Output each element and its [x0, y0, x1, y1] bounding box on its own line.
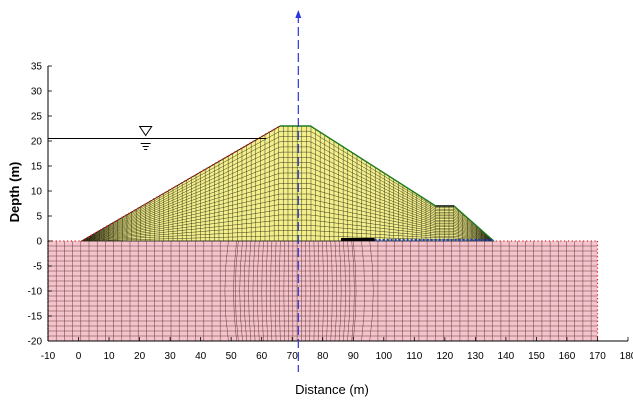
dam-mesh — [80, 125, 495, 242]
x-axis-title: Distance (m) — [295, 382, 369, 397]
dam-mesh-layer — [81, 183, 493, 242]
dam-mesh-layer — [81, 136, 493, 242]
x-tick-label: 110 — [406, 351, 422, 362]
dam-mesh-layer — [81, 214, 493, 242]
x-tick-label: 40 — [195, 351, 207, 362]
x-tick-label: 100 — [375, 351, 392, 362]
dam-mesh-layer — [81, 188, 493, 242]
x-tick-label: 120 — [436, 351, 453, 362]
foundation-mesh-col — [338, 240, 342, 342]
dam-mesh-layer — [81, 225, 493, 242]
dam-mesh-layer — [81, 151, 493, 242]
foundation-mesh-col — [309, 240, 311, 342]
dam-mesh-layer — [81, 157, 493, 242]
x-tick-label: 20 — [134, 351, 146, 362]
dam-mesh-layer — [81, 219, 493, 242]
dam-mesh-layer — [81, 167, 493, 242]
foundation-mesh-col — [353, 240, 357, 342]
x-tick-label: 150 — [528, 351, 545, 362]
foundation-mesh-col — [279, 240, 281, 342]
dam-mesh-layer — [81, 141, 493, 242]
toe-drain — [341, 238, 375, 241]
dam-mesh-layer — [81, 146, 493, 242]
foundation-mesh-col — [347, 240, 351, 342]
foundation-mesh-col — [248, 240, 252, 342]
x-tick-label: 170 — [589, 351, 606, 362]
x-tick-label: 90 — [348, 351, 360, 362]
dam-mesh-layer — [81, 130, 493, 242]
y-tick-label: -20 — [28, 337, 43, 348]
foundation-mesh-col — [257, 240, 260, 342]
y-tick-label: 35 — [31, 62, 43, 73]
foundation-mesh-col — [239, 240, 243, 342]
y-tick-label: -5 — [33, 262, 42, 273]
water-level-marker-icon — [138, 126, 153, 137]
dam-mesh-layer — [81, 209, 493, 242]
foundation-mesh-col — [361, 240, 365, 342]
foundation-mesh-col — [235, 240, 239, 342]
x-tick-label: 80 — [317, 351, 329, 362]
x-tick-label: 70 — [287, 351, 299, 362]
foundation-mesh-col — [270, 240, 273, 342]
foundation-mesh-col — [317, 240, 320, 342]
reservoir-water-level — [48, 126, 267, 150]
foundation-mesh-col — [330, 240, 333, 342]
dam-mesh-layer — [81, 204, 493, 242]
foundation-mesh-col — [261, 240, 264, 342]
y-tick-label: 15 — [31, 162, 43, 173]
x-tick-label: 180 — [620, 351, 633, 362]
dam-mesh-layer — [81, 162, 493, 242]
upstream-slope-boundary — [81, 125, 281, 242]
foundation-mesh-col — [343, 240, 346, 342]
y-tick-label: 30 — [31, 87, 43, 98]
foundation-mesh-col — [313, 240, 315, 342]
foundation-mesh-col — [233, 240, 237, 342]
y-tick-label: -15 — [28, 312, 43, 323]
x-tick-label: 10 — [103, 351, 115, 362]
foundation-mesh-col — [334, 240, 337, 342]
foundation-mesh-col — [252, 240, 256, 342]
foundation-mesh-col — [274, 240, 277, 342]
foundation-mesh-col — [243, 240, 247, 342]
foundation-mesh-col — [224, 240, 229, 342]
x-tick-label: 30 — [165, 351, 177, 362]
centerline-arrow-icon — [295, 10, 302, 18]
foundation-grid — [48, 240, 598, 342]
y-tick-label: 20 — [31, 137, 43, 148]
foundation-mesh-col — [265, 240, 268, 342]
foundation-mesh-col — [283, 240, 285, 342]
dam-mesh-layer — [81, 178, 493, 242]
y-axis-ticks: -20 -15 -10 -5 0 5 10 15 20 25 30 35 — [28, 62, 52, 348]
dam-mesh-layer — [81, 172, 493, 242]
foundation-mesh-col — [369, 240, 374, 342]
axes — [47, 66, 628, 342]
dam-mesh-layer — [81, 230, 493, 242]
dam-mesh-layer — [81, 198, 493, 242]
x-axis-ticks: -10 0 10 20 30 40 50 60 70 80 90 100 110 120 130 140 150… — [41, 337, 633, 362]
y-axis-title: Depth (m) — [7, 162, 22, 223]
foundation-mesh-col — [322, 240, 324, 342]
dam-centerline — [295, 10, 302, 372]
foundation-mesh-col — [351, 240, 355, 342]
x-tick-label: 160 — [559, 351, 576, 362]
y-tick-label: 10 — [31, 187, 43, 198]
x-tick-label: 0 — [76, 351, 82, 362]
dam-mesh-layer — [81, 193, 493, 242]
x-tick-label: 140 — [498, 351, 515, 362]
dam-grid — [81, 126, 493, 242]
x-tick-label: -10 — [41, 351, 56, 362]
y-tick-label: 5 — [36, 212, 42, 223]
x-tick-label: 130 — [467, 351, 484, 362]
y-tick-label: 25 — [31, 112, 43, 123]
y-tick-label: -10 — [28, 287, 43, 298]
foundation-mesh-col — [326, 240, 329, 342]
x-tick-label: 60 — [256, 351, 268, 362]
foundation-mesh — [47, 240, 599, 342]
x-tick-label: 50 — [226, 351, 238, 362]
y-tick-label: 0 — [36, 237, 42, 248]
